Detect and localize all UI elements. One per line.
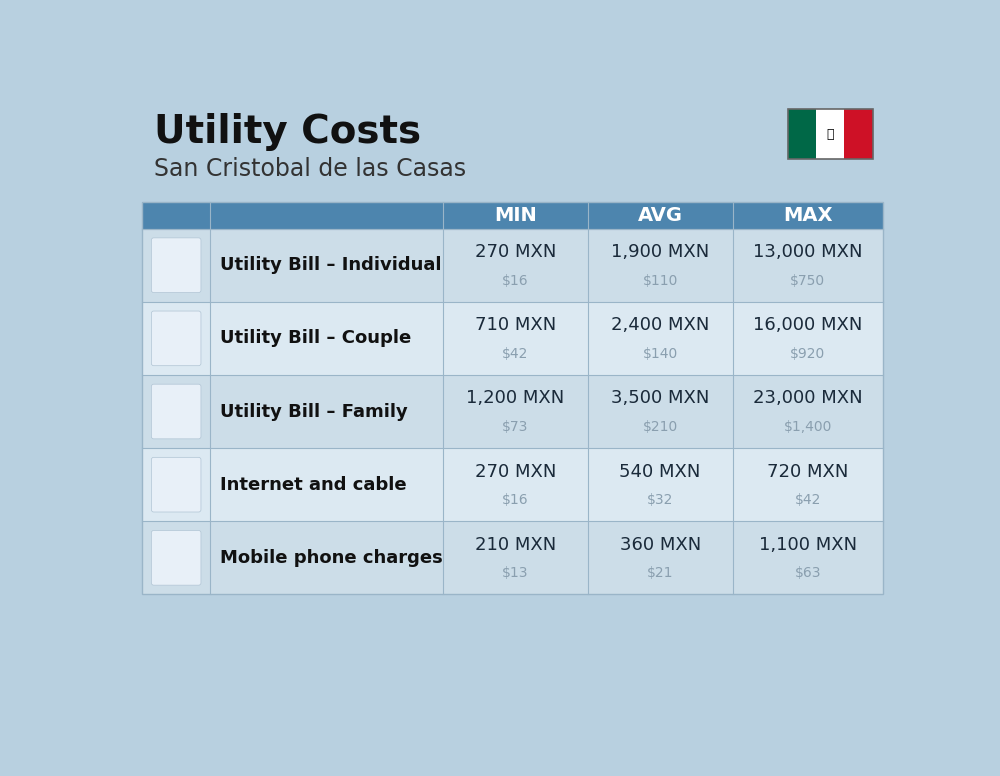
FancyBboxPatch shape: [151, 457, 201, 512]
Text: $42: $42: [795, 493, 821, 507]
FancyBboxPatch shape: [151, 311, 201, 365]
Text: $750: $750: [790, 274, 825, 288]
Bar: [443, 202, 588, 229]
Text: $16: $16: [502, 493, 529, 507]
Bar: [816, 109, 844, 159]
Text: $63: $63: [795, 566, 821, 580]
Text: $140: $140: [643, 347, 678, 361]
Text: $42: $42: [502, 347, 528, 361]
Bar: [142, 521, 883, 594]
Text: 360 MXN: 360 MXN: [620, 535, 701, 554]
Text: MAX: MAX: [783, 206, 833, 225]
Bar: [142, 302, 883, 375]
FancyBboxPatch shape: [151, 238, 201, 293]
Text: $110: $110: [642, 274, 678, 288]
Bar: [733, 202, 883, 229]
Text: 3,500 MXN: 3,500 MXN: [611, 390, 709, 407]
Text: 🦅: 🦅: [827, 128, 834, 140]
Text: $21: $21: [647, 566, 673, 580]
Text: MIN: MIN: [494, 206, 537, 225]
Text: 1,200 MXN: 1,200 MXN: [466, 390, 564, 407]
Text: $13: $13: [502, 566, 528, 580]
Text: $210: $210: [643, 420, 678, 434]
FancyBboxPatch shape: [151, 531, 201, 585]
Bar: [142, 202, 883, 594]
Bar: [844, 109, 873, 159]
Text: 720 MXN: 720 MXN: [767, 462, 848, 480]
Text: $920: $920: [790, 347, 825, 361]
Bar: [210, 202, 443, 229]
Text: 270 MXN: 270 MXN: [475, 243, 556, 262]
Text: Utility Bill – Couple: Utility Bill – Couple: [220, 329, 411, 348]
Text: $73: $73: [502, 420, 528, 434]
Bar: [142, 448, 883, 521]
Bar: [142, 229, 883, 302]
Text: Utility Costs: Utility Costs: [154, 113, 422, 151]
Bar: [142, 202, 210, 229]
Text: $1,400: $1,400: [784, 420, 832, 434]
Bar: [142, 375, 883, 448]
Text: $16: $16: [502, 274, 529, 288]
Bar: [788, 109, 873, 159]
Bar: [588, 202, 733, 229]
Text: Mobile phone charges: Mobile phone charges: [220, 549, 442, 566]
Text: 23,000 MXN: 23,000 MXN: [753, 390, 863, 407]
Text: Utility Bill – Family: Utility Bill – Family: [220, 403, 407, 421]
Text: 1,100 MXN: 1,100 MXN: [759, 535, 857, 554]
Bar: [788, 109, 816, 159]
Text: 1,900 MXN: 1,900 MXN: [611, 243, 709, 262]
Text: Internet and cable: Internet and cable: [220, 476, 406, 494]
Text: AVG: AVG: [638, 206, 683, 225]
Text: $32: $32: [647, 493, 673, 507]
Text: 710 MXN: 710 MXN: [475, 317, 556, 334]
FancyBboxPatch shape: [151, 384, 201, 439]
Text: San Cristobal de las Casas: San Cristobal de las Casas: [154, 157, 467, 181]
Text: 270 MXN: 270 MXN: [475, 462, 556, 480]
Text: 210 MXN: 210 MXN: [475, 535, 556, 554]
Text: Utility Bill – Individual: Utility Bill – Individual: [220, 256, 441, 274]
Text: 540 MXN: 540 MXN: [619, 462, 701, 480]
Text: 16,000 MXN: 16,000 MXN: [753, 317, 862, 334]
Text: 13,000 MXN: 13,000 MXN: [753, 243, 863, 262]
Text: 2,400 MXN: 2,400 MXN: [611, 317, 709, 334]
